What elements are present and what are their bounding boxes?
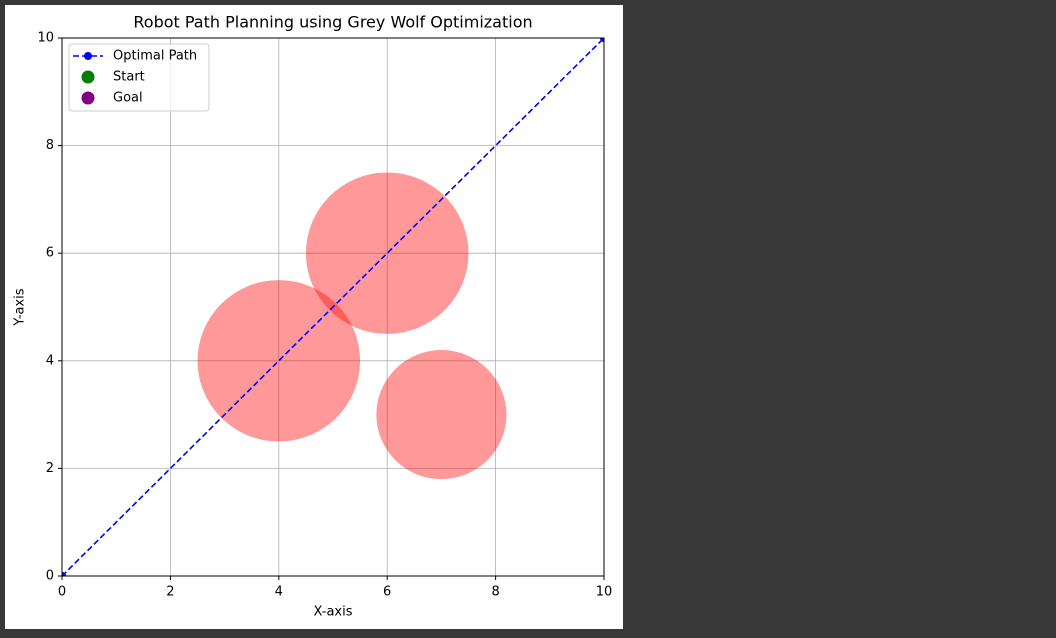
y-tick-label: 4 (46, 353, 54, 368)
legend-marker (84, 52, 92, 60)
y-axis-label: Y-axis (13, 288, 28, 326)
point (62, 572, 66, 576)
chart-title: Robot Path Planning using Grey Wolf Opti… (133, 13, 532, 32)
legend-label: Optimal Path (113, 49, 197, 64)
y-tick-label: 10 (37, 31, 54, 46)
x-tick-label: 10 (596, 585, 613, 600)
x-tick-label: 0 (58, 585, 66, 600)
x-axis-label: X-axis (314, 605, 353, 620)
obstacle (376, 350, 507, 480)
axes-frame (61, 37, 605, 577)
legend-box (68, 43, 210, 112)
plot-area (62, 38, 604, 576)
y-tick-label: 6 (46, 246, 54, 261)
point (600, 38, 604, 42)
legend-marker (81, 70, 95, 84)
path-line (62, 38, 604, 576)
legend-label: Goal (113, 91, 143, 106)
y-tick-label: 2 (46, 461, 54, 476)
x-tick-label: 2 (166, 585, 174, 600)
x-tick-label: 8 (491, 585, 499, 600)
y-tick-label: 0 (46, 569, 54, 584)
x-tick-label: 4 (275, 585, 283, 600)
x-tick-label: 6 (383, 585, 391, 600)
legend-label: Start (113, 70, 145, 85)
y-tick-label: 8 (46, 138, 54, 153)
legend-marker (81, 91, 95, 105)
